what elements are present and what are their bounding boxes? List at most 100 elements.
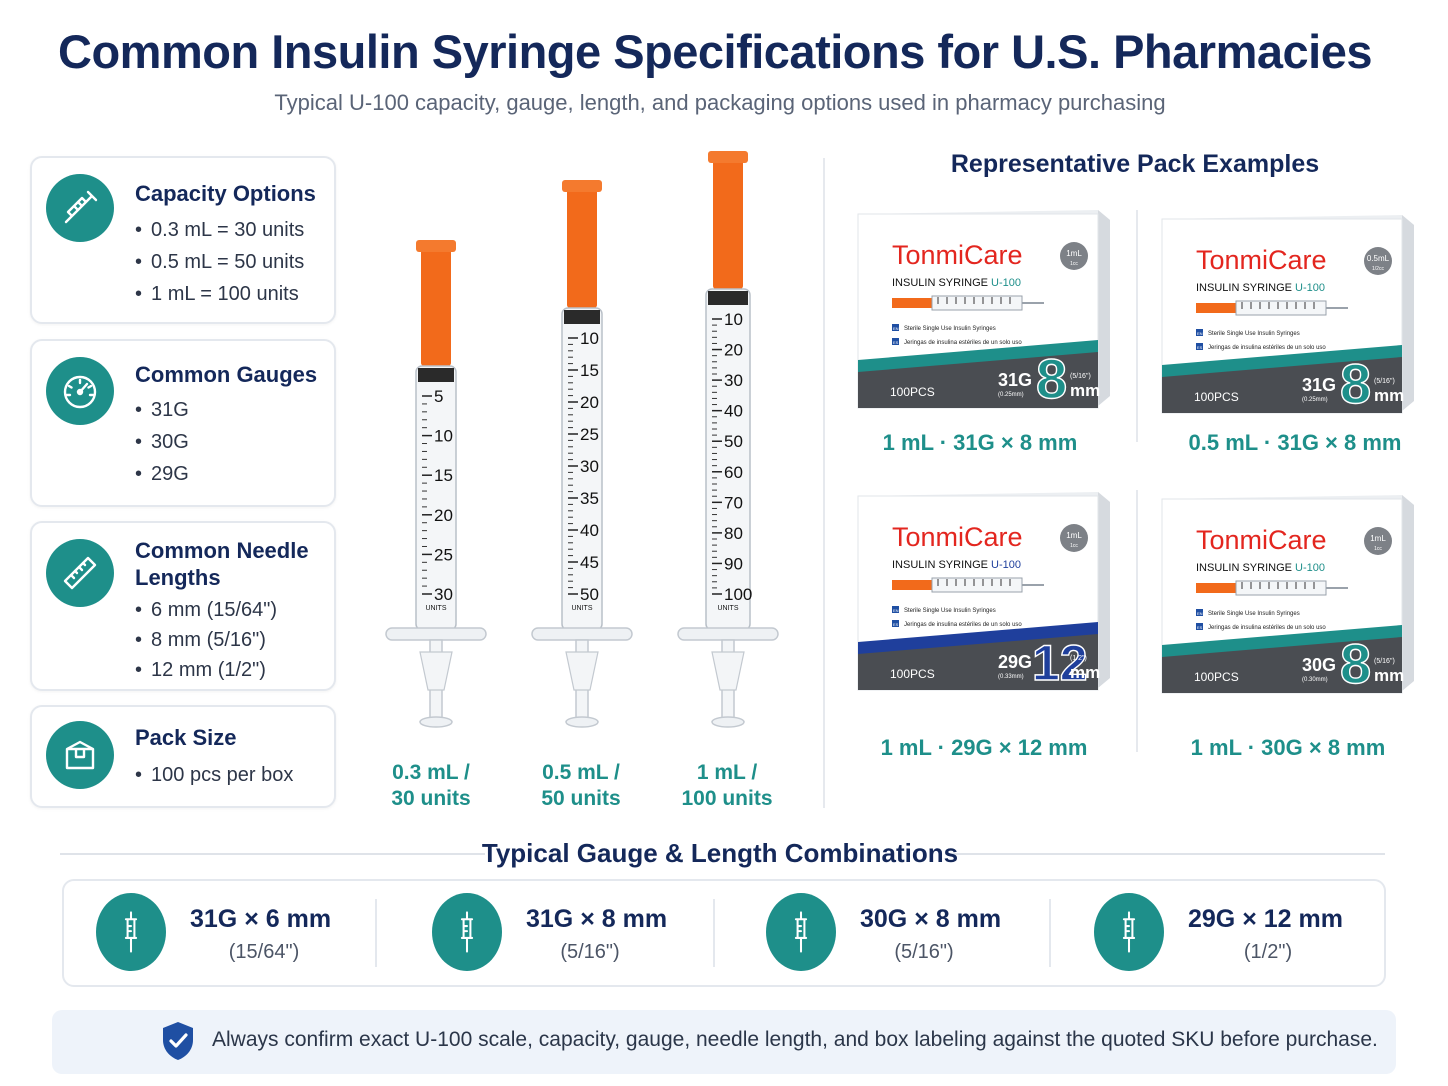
lang-tag-text: EN <box>1197 331 1203 336</box>
scale-label: 60 <box>724 463 743 482</box>
scale-label: 20 <box>724 341 743 360</box>
lang-tag-en <box>892 606 899 613</box>
gauges-list: 31G 30G 29G <box>135 394 189 490</box>
label-line: 1 mL / <box>696 761 758 784</box>
length-number: 8 <box>1340 632 1371 695</box>
lang-tag-es <box>1196 343 1203 350</box>
shield-check-icon <box>163 1022 193 1060</box>
mini-syringe-cap <box>1196 303 1236 313</box>
scale-label: 10 <box>724 310 743 329</box>
needle-icon <box>1094 893 1164 971</box>
mini-syringe-cap <box>1196 583 1236 593</box>
lang-tag-es <box>1196 623 1203 630</box>
pack-count: 100PCS <box>1194 670 1239 684</box>
card-title: Common Needle Lengths <box>135 537 309 591</box>
pack-count: 100PCS <box>890 385 935 399</box>
box-accent-stripe <box>1162 345 1402 377</box>
purchase-notice: Always confirm exact U-100 scale, capaci… <box>52 1010 1396 1074</box>
ruler-icon <box>46 539 114 607</box>
plunger-stopper <box>418 368 454 382</box>
lang-line-es: Jeringas de insulina estériles de un sol… <box>1208 345 1326 351</box>
pack-size-card: Pack Size 100 pcs per box <box>30 705 336 808</box>
box-band <box>1162 635 1402 693</box>
product-name: INSULIN SYRINGE U-100 <box>1196 282 1325 294</box>
product-name: INSULIN SYRINGE U-100 <box>892 559 1021 571</box>
list-item: 31G <box>135 394 189 426</box>
pack-divider <box>1136 210 1138 442</box>
box-accent-stripe <box>1162 625 1402 657</box>
thumb-press <box>419 716 453 728</box>
box-side <box>1098 492 1110 688</box>
needle-cap <box>713 159 743 289</box>
volume-text: 0.5mL <box>1367 254 1390 263</box>
volume-subtext: 1cc <box>1070 543 1078 549</box>
list-item: 30G <box>135 426 189 458</box>
u100-tag: U-100 <box>1295 562 1325 574</box>
scale-label: 30 <box>724 371 743 390</box>
scale-label: 90 <box>724 554 743 573</box>
pack-label: 1 mL · 30G × 8 mm <box>1190 735 1386 760</box>
combo-main: 29G × 12 mm <box>1188 905 1343 933</box>
scale-label: 10 <box>580 329 599 348</box>
lang-tag-en <box>892 324 899 331</box>
lang-tag-en <box>1196 609 1203 616</box>
finger-flange <box>677 627 779 641</box>
pack-examples-title: Representative Pack Examples <box>950 150 1320 178</box>
box-side <box>1098 210 1110 406</box>
mini-syringe-cap <box>892 580 932 590</box>
card-title: Common Gauges <box>135 362 318 387</box>
u100-tag: U-100 <box>1295 282 1325 294</box>
length-subtext: (5/16") <box>1374 378 1395 385</box>
lang-tag-text: ES <box>1197 345 1203 350</box>
combo-sub: (1/2") <box>1243 941 1293 963</box>
mini-syringe-barrel <box>931 577 1023 593</box>
list-item: 29G <box>135 458 189 490</box>
scale-label: 30 <box>434 585 453 604</box>
lang-tag-en <box>1196 329 1203 336</box>
volume-badge <box>1364 247 1392 275</box>
combos-panel: 31G × 6 mm (15/64") 31G × 8 mm (5/16") 3… <box>62 879 1386 987</box>
list-item: 12 mm (1/2") <box>135 655 277 685</box>
plunger-flare <box>711 651 745 691</box>
lang-tag-text: EN <box>1197 611 1203 616</box>
scale-label: 20 <box>580 393 599 412</box>
plunger-flare <box>419 651 453 691</box>
combo-rule-left <box>60 853 485 855</box>
scale-label: 25 <box>434 545 453 564</box>
lang-line-en: Sterile Single Use Insulin Syringes <box>1208 611 1300 617</box>
pack-count: 100PCS <box>890 667 935 681</box>
pack-label: 1 mL · 29G × 12 mm <box>880 735 1088 760</box>
label-line: 0.3 mL / <box>392 761 470 784</box>
scale-label: 20 <box>434 506 453 525</box>
product-name: INSULIN SYRINGE U-100 <box>1196 562 1325 574</box>
lang-line-es: Jeringas de insulina estériles de un sol… <box>904 622 1022 628</box>
gauge-subtext: (0.25mm) <box>998 392 1024 398</box>
pack-box: TonmiCare INSULIN SYRINGE U-100 0.5mL 1/2cc… <box>1161 215 1414 416</box>
brand-name: TonmiCare <box>1196 245 1327 275</box>
card-title: Capacity Options <box>135 181 316 206</box>
finger-flange <box>531 627 633 641</box>
pack-label: 0.5 mL · 31G × 8 mm <box>1188 430 1402 455</box>
combo-main: 31G × 8 mm <box>526 905 668 933</box>
lang-line-es: Jeringas de insulina estériles de un sol… <box>1208 625 1326 631</box>
lang-line-en: Sterile Single Use Insulin Syringes <box>904 608 996 614</box>
gauges-card: Common Gauges 31G 30G 29G <box>30 339 336 507</box>
length-unit: mm <box>1374 386 1404 405</box>
combo-main: 30G × 8 mm <box>860 905 1002 933</box>
syringe-icon <box>46 174 114 242</box>
pack-box: TonmiCare INSULIN SYRINGE U-100 1mL 1cc EN St… <box>857 210 1110 411</box>
section-divider <box>823 158 825 808</box>
volume-subtext: 1/2cc <box>1372 266 1384 272</box>
list-item: 6 mm (15/64") <box>135 595 277 625</box>
scale-label: 50 <box>724 432 743 451</box>
list-item: 1 mL = 100 units <box>135 278 304 310</box>
gauge-text: 29G <box>998 652 1032 672</box>
length-number: 8 <box>1340 352 1371 415</box>
gauge-icon <box>46 357 114 425</box>
pack-size-list: 100 pcs per box <box>135 759 293 791</box>
finger-flange <box>385 627 487 641</box>
length-subtext: (1/2") <box>1070 655 1087 662</box>
lang-line-en: Sterile Single Use Insulin Syringes <box>1208 331 1300 337</box>
box-band <box>1162 355 1402 413</box>
volume-subtext: 1cc <box>1374 546 1382 552</box>
